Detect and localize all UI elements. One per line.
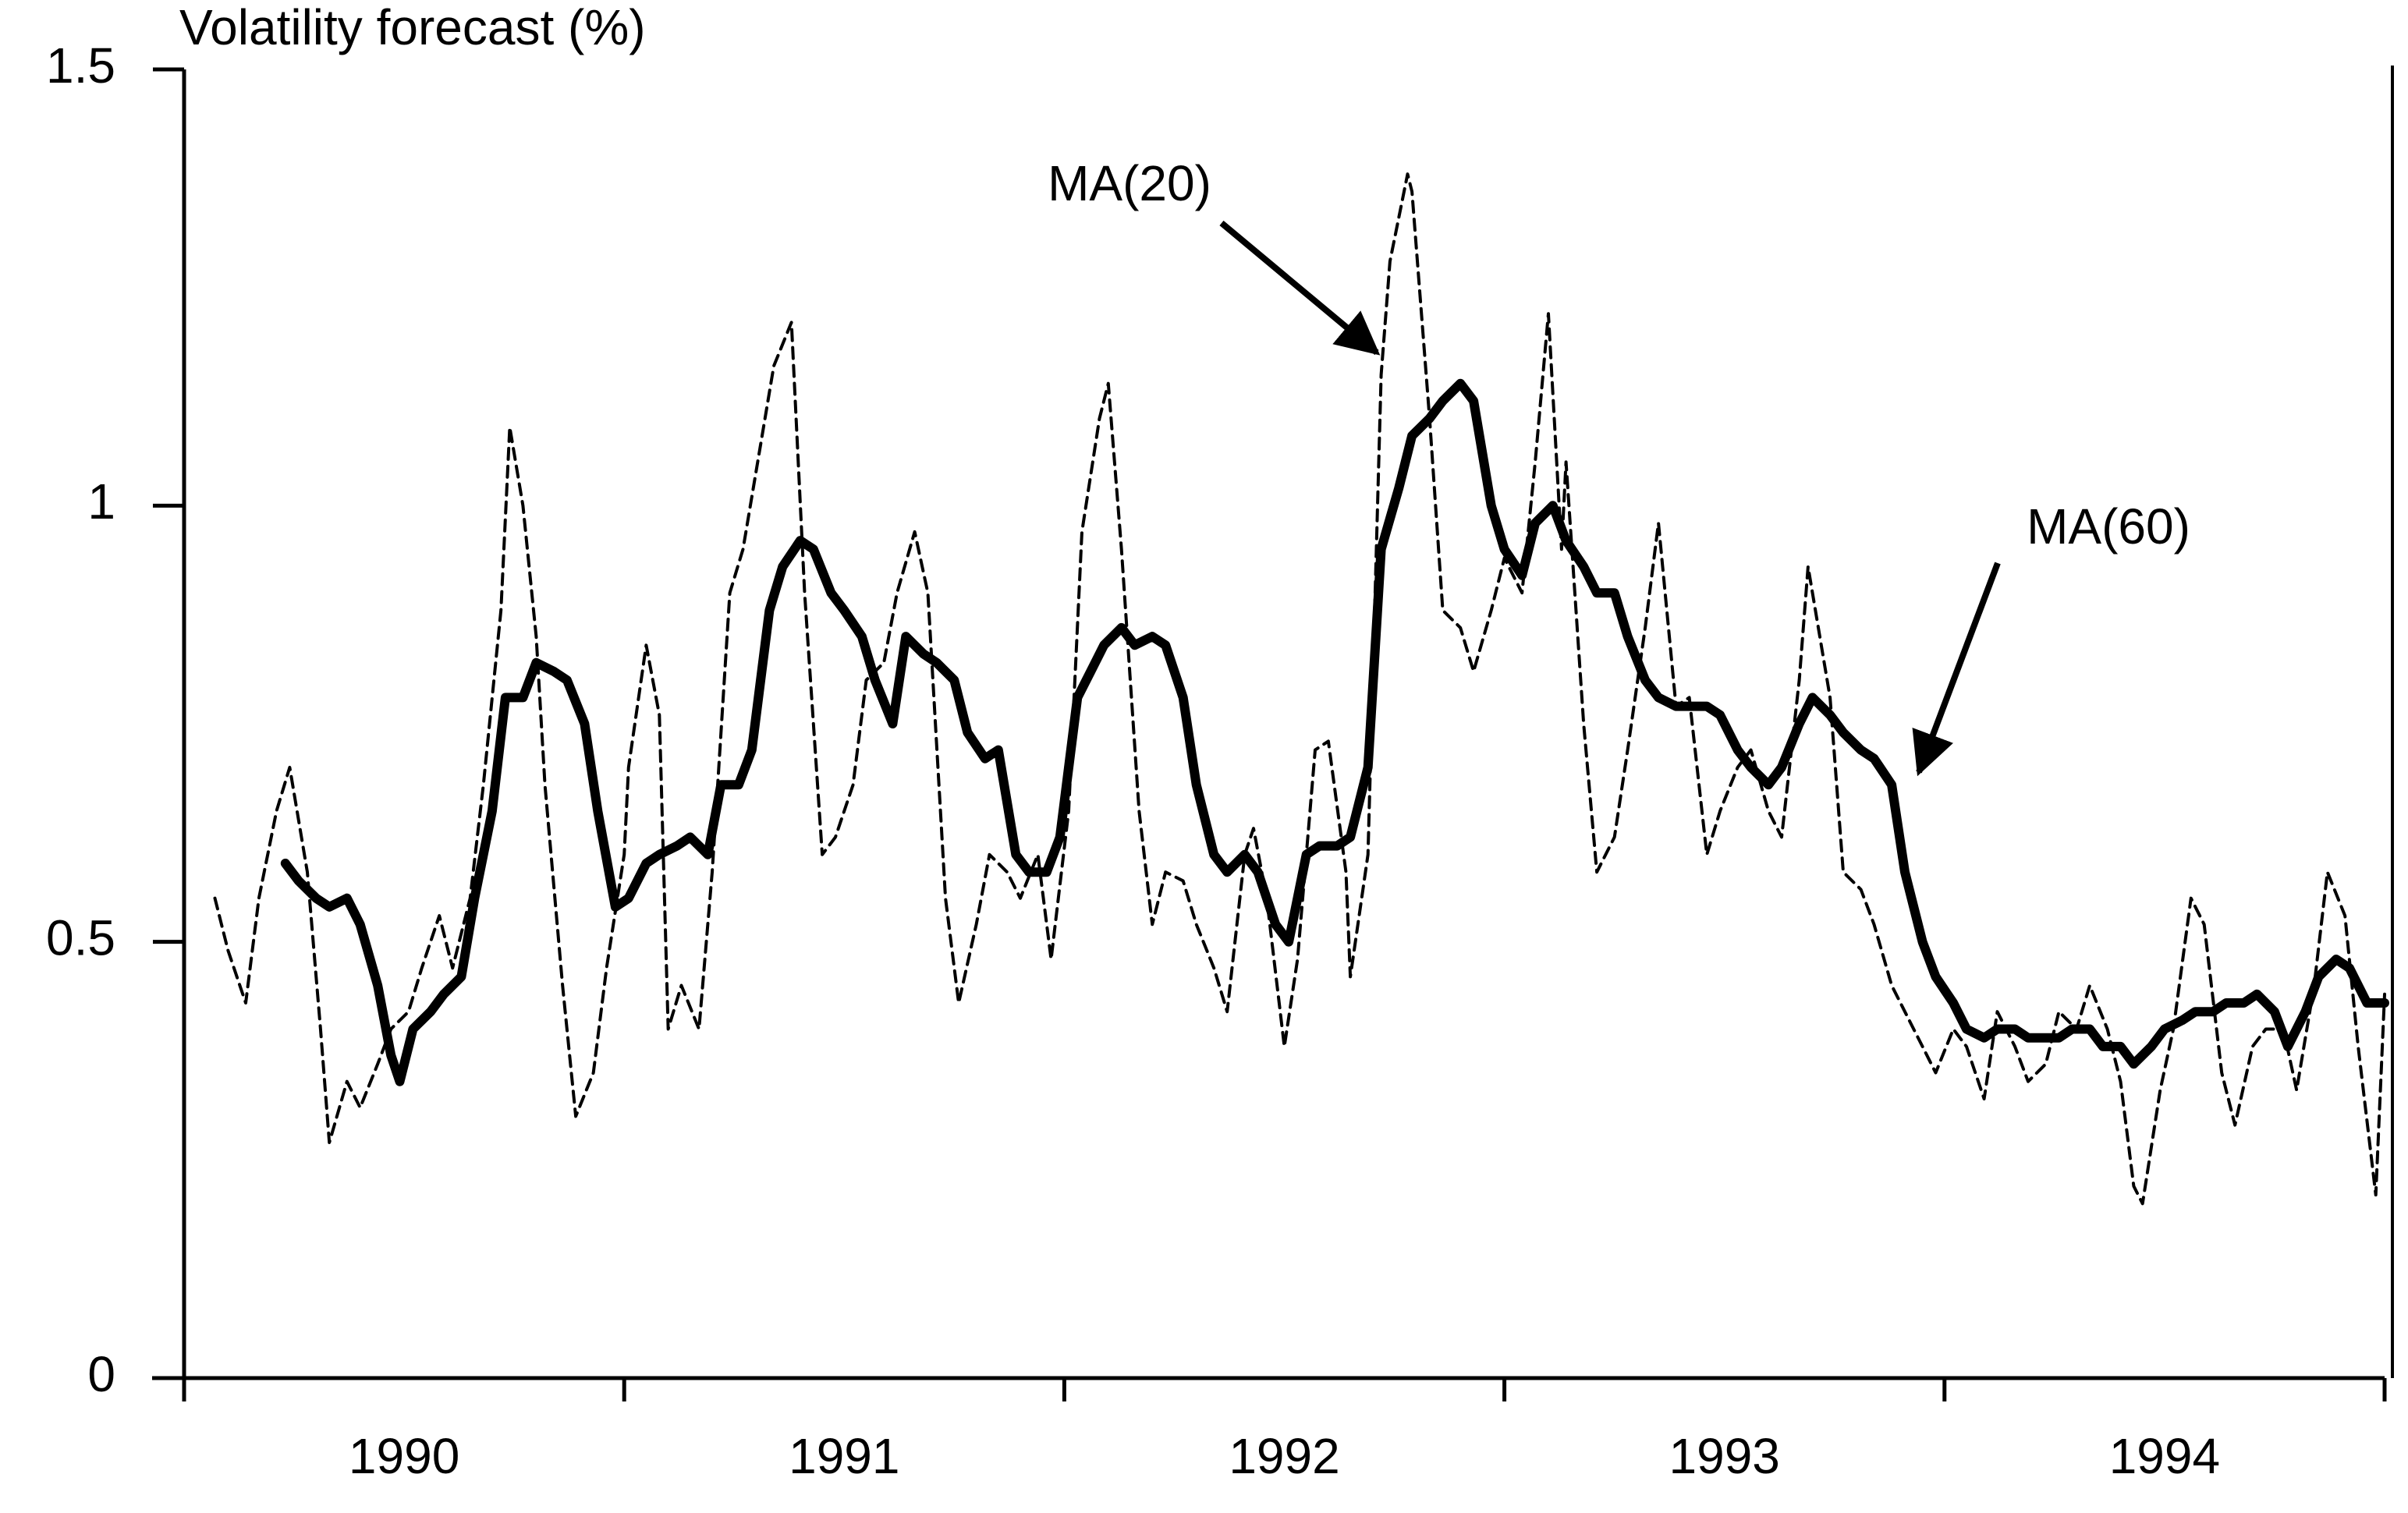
annotation-arrow	[1912, 562, 2001, 777]
y-tick-label: 1	[87, 473, 115, 530]
x-tick-label: 1990	[349, 1428, 459, 1484]
y-tick-label: 0.5	[46, 910, 115, 966]
annotation: MA(20)	[1048, 155, 1211, 211]
annotation: MA(60)	[2027, 498, 2190, 555]
series-line	[280, 378, 2389, 1086]
x-tick-label: 1991	[789, 1428, 899, 1484]
chart-title: Volatility forecast (%)	[179, 0, 646, 55]
y-tick-label: 1.5	[46, 37, 115, 94]
series-line	[213, 172, 2386, 1206]
y-tick-label: 0	[87, 1346, 115, 1402]
x-tick-label: 1992	[1229, 1428, 1339, 1484]
annotation-arrow	[1219, 220, 1381, 356]
x-tick-label: 1993	[1669, 1428, 1780, 1484]
x-tick-label: 1994	[2109, 1428, 2220, 1484]
